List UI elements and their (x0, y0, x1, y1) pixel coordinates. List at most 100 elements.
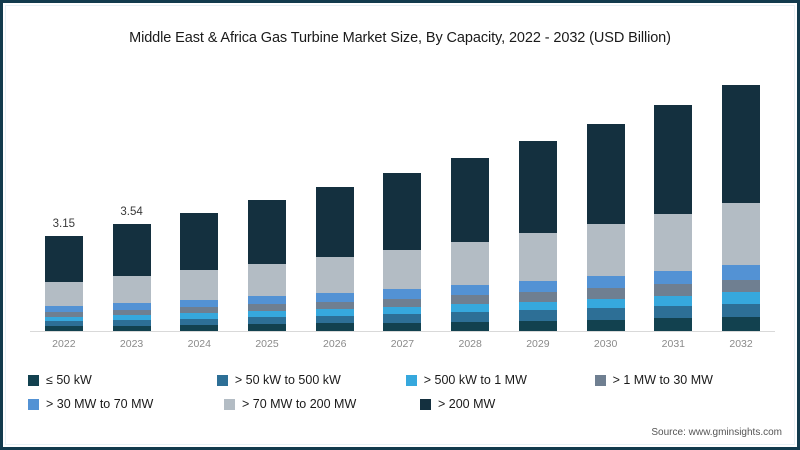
bar-group[interactable] (315, 70, 354, 332)
legend-item[interactable]: > 50 kW to 500 kW (216, 373, 406, 387)
bar-group[interactable]: 3.54 (112, 70, 151, 332)
bar-segment[interactable] (315, 315, 354, 324)
bar-segment[interactable] (248, 263, 287, 297)
bar-segment[interactable] (315, 323, 354, 332)
bar-segment[interactable] (518, 320, 557, 332)
stacked-bar[interactable] (315, 187, 354, 332)
bar-segment[interactable] (451, 241, 490, 286)
bar-segment[interactable] (451, 312, 490, 322)
bar-segment[interactable] (654, 284, 693, 296)
stacked-bar[interactable] (451, 157, 490, 332)
stacked-bar[interactable] (112, 224, 151, 332)
bar-segment[interactable] (586, 308, 625, 320)
bar-group[interactable] (180, 70, 219, 332)
bar-segment[interactable] (44, 306, 83, 312)
bar-segment[interactable] (315, 293, 354, 302)
bar-segment[interactable] (248, 200, 287, 264)
bar-group[interactable] (383, 70, 422, 332)
bar-segment[interactable] (654, 104, 693, 214)
bar-segment[interactable] (44, 282, 83, 307)
bar-segment[interactable] (518, 280, 557, 293)
stacked-bar[interactable] (586, 123, 625, 332)
bar-segment[interactable] (44, 326, 83, 332)
bar-segment[interactable] (315, 301, 354, 309)
bar-segment[interactable] (44, 311, 83, 317)
bar-segment[interactable] (451, 295, 490, 305)
bar-segment[interactable] (315, 187, 354, 257)
stacked-bar[interactable] (722, 84, 761, 332)
legend-item[interactable]: > 30 MW to 70 MW (28, 397, 224, 411)
bar-segment[interactable] (248, 304, 287, 312)
bar-segment[interactable] (451, 304, 490, 313)
bar-segment[interactable] (722, 84, 761, 204)
bar-segment[interactable] (586, 319, 625, 332)
bar-segment[interactable] (722, 317, 761, 332)
stacked-bar[interactable] (383, 173, 422, 332)
bar-segment[interactable] (112, 314, 151, 320)
bar-segment[interactable] (112, 276, 151, 304)
bar-segment[interactable] (180, 270, 219, 301)
bar-segment[interactable] (722, 279, 761, 293)
bar-segment[interactable] (180, 313, 219, 319)
bar-segment[interactable] (180, 212, 219, 271)
bar-segment[interactable] (248, 296, 287, 305)
bar-segment[interactable] (112, 309, 151, 315)
bar-segment[interactable] (518, 233, 557, 281)
bar-segment[interactable] (722, 292, 761, 304)
bar-group[interactable] (654, 70, 693, 332)
bar-segment[interactable] (722, 265, 761, 280)
stacked-bar[interactable] (654, 104, 693, 332)
legend-item[interactable]: > 1 MW to 30 MW (594, 373, 768, 387)
bar-segment[interactable] (451, 285, 490, 296)
bar-segment[interactable] (722, 303, 761, 318)
bar-group[interactable] (451, 70, 490, 332)
bar-segment[interactable] (383, 298, 422, 307)
stacked-bar[interactable] (518, 141, 557, 332)
bar-segment[interactable] (315, 308, 354, 316)
bar-segment[interactable] (518, 141, 557, 234)
bar-segment[interactable] (112, 303, 151, 310)
legend-item[interactable]: ≤ 50 kW (28, 373, 217, 387)
bar-segment[interactable] (586, 298, 625, 309)
stacked-bar[interactable] (248, 200, 287, 332)
bar-group[interactable]: 3.15 (44, 70, 83, 332)
bar-segment[interactable] (383, 173, 422, 250)
bar-segment[interactable] (654, 295, 693, 307)
stacked-bar[interactable] (44, 236, 83, 332)
bar-segment[interactable] (44, 316, 83, 322)
bar-segment[interactable] (180, 325, 219, 332)
bar-segment[interactable] (383, 289, 422, 299)
bar-segment[interactable] (518, 310, 557, 321)
bar-group[interactable] (518, 70, 557, 332)
bar-segment[interactable] (180, 307, 219, 314)
bar-segment[interactable] (451, 321, 490, 332)
bar-segment[interactable] (654, 213, 693, 271)
bar-segment[interactable] (44, 321, 83, 327)
bar-segment[interactable] (451, 157, 490, 242)
legend-item[interactable]: > 200 MW (420, 397, 616, 411)
bar-segment[interactable] (654, 270, 693, 285)
bar-group[interactable] (248, 70, 287, 332)
bar-group[interactable] (586, 70, 625, 332)
legend-item[interactable]: > 500 kW to 1 MW (405, 373, 595, 387)
bar-segment[interactable] (586, 223, 625, 276)
bar-segment[interactable] (44, 236, 83, 283)
bar-segment[interactable] (112, 325, 151, 332)
bar-segment[interactable] (180, 318, 219, 325)
bar-segment[interactable] (112, 319, 151, 326)
bar-segment[interactable] (586, 288, 625, 299)
bar-segment[interactable] (654, 306, 693, 319)
bar-segment[interactable] (654, 318, 693, 332)
bar-segment[interactable] (722, 203, 761, 266)
stacked-bar[interactable] (180, 212, 219, 332)
bar-group[interactable] (722, 70, 761, 332)
bar-segment[interactable] (586, 123, 625, 224)
bar-segment[interactable] (383, 322, 422, 332)
bar-segment[interactable] (383, 249, 422, 290)
bar-segment[interactable] (518, 292, 557, 302)
bar-segment[interactable] (180, 300, 219, 308)
bar-segment[interactable] (383, 314, 422, 323)
bar-segment[interactable] (518, 301, 557, 311)
bar-segment[interactable] (315, 256, 354, 294)
bar-segment[interactable] (248, 324, 287, 332)
